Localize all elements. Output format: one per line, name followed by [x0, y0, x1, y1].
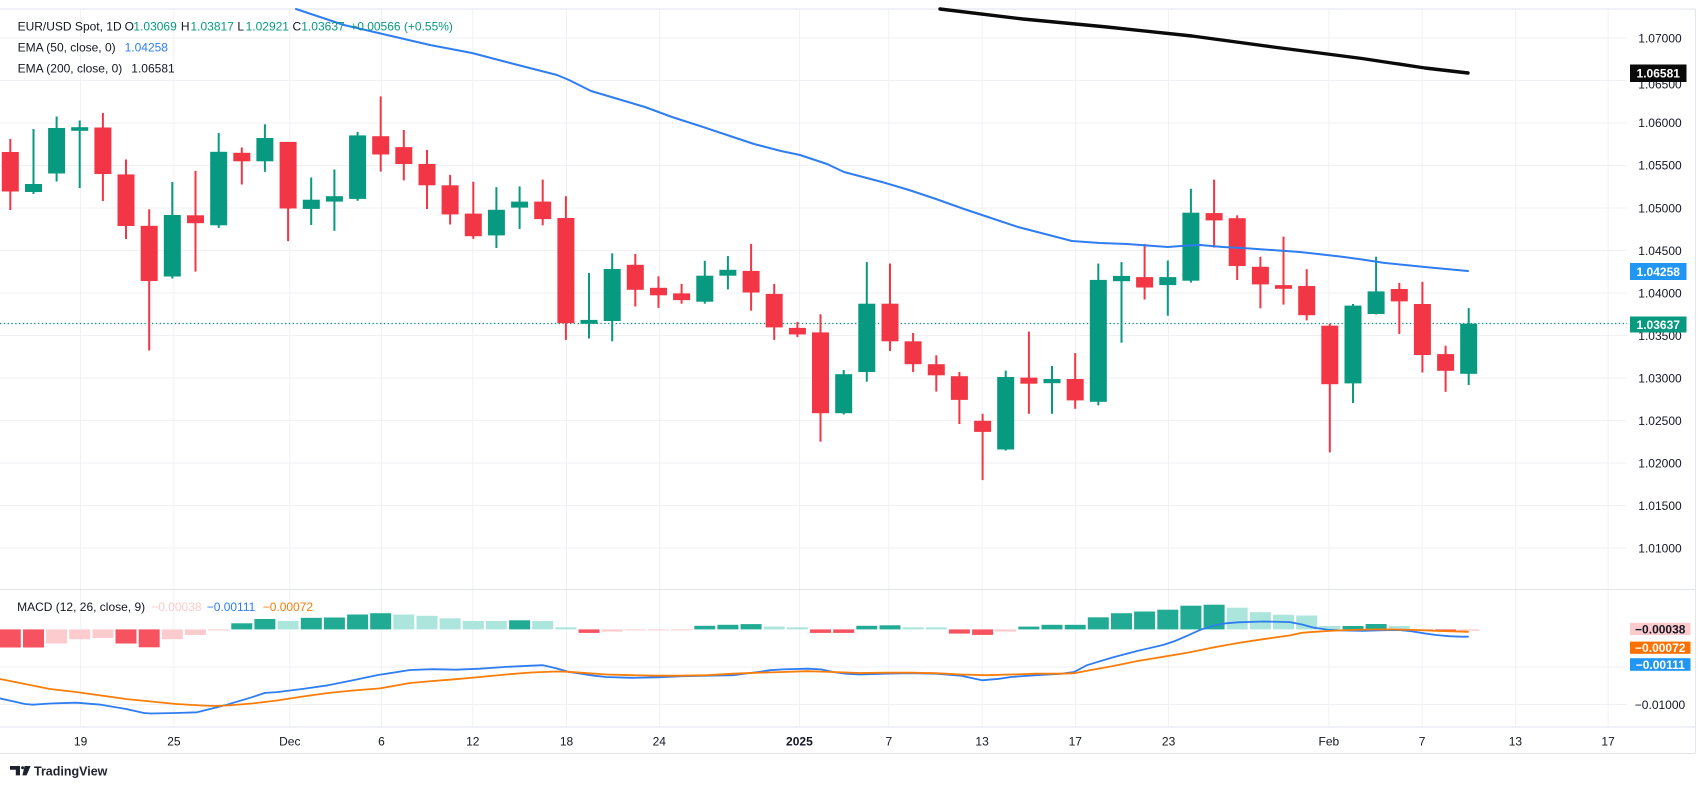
svg-text:H: H	[181, 19, 190, 33]
svg-text:−0.00038: −0.00038	[1635, 622, 1686, 636]
svg-text:TradingView: TradingView	[34, 765, 108, 779]
svg-text:−0.00038: −0.00038	[151, 600, 202, 614]
svg-text:25: 25	[167, 735, 181, 749]
svg-text:1.01500: 1.01500	[1638, 499, 1682, 513]
svg-text:−0.00072: −0.00072	[263, 600, 314, 614]
svg-text:12: 12	[466, 735, 480, 749]
svg-text:1.06581: 1.06581	[1637, 67, 1681, 81]
svg-text:19: 19	[74, 735, 88, 749]
svg-text:1.04000: 1.04000	[1638, 286, 1682, 300]
svg-text:7: 7	[1419, 735, 1426, 749]
svg-text:−0.00072: −0.00072	[1635, 641, 1686, 655]
svg-text:−0.00111: −0.00111	[1636, 658, 1685, 672]
svg-text:1.06581: 1.06581	[131, 61, 175, 75]
svg-text:13: 13	[1509, 735, 1523, 749]
svg-text:13: 13	[975, 735, 989, 749]
svg-text:1.02921: 1.02921	[246, 19, 290, 33]
svg-text:EMA (200, close, 0): EMA (200, close, 0)	[18, 61, 123, 75]
svg-text:24: 24	[653, 735, 667, 749]
svg-text:1.06000: 1.06000	[1638, 116, 1682, 130]
svg-text:Feb: Feb	[1319, 735, 1340, 749]
svg-text:1.02500: 1.02500	[1638, 414, 1682, 428]
svg-text:1.05500: 1.05500	[1638, 158, 1682, 172]
svg-text:1.03637: 1.03637	[301, 19, 345, 33]
svg-text:MACD (12, 26, close, 9): MACD (12, 26, close, 9)	[17, 600, 145, 614]
svg-text:1.01000: 1.01000	[1638, 541, 1682, 555]
svg-text:18: 18	[560, 735, 574, 749]
svg-text:1.05000: 1.05000	[1638, 201, 1682, 215]
svg-text:EUR/USD Spot, 1D: EUR/USD Spot, 1D	[18, 19, 122, 33]
svg-text:−0.00111: −0.00111	[207, 600, 256, 614]
svg-text:L: L	[237, 19, 244, 33]
svg-text:O: O	[125, 19, 134, 33]
svg-text:23: 23	[1162, 735, 1176, 749]
svg-text:EMA (50, close, 0): EMA (50, close, 0)	[18, 40, 116, 54]
svg-text:1.07000: 1.07000	[1638, 31, 1682, 45]
svg-text:Dec: Dec	[279, 735, 300, 749]
svg-text:1.02000: 1.02000	[1638, 456, 1682, 470]
svg-text:1.03817: 1.03817	[191, 19, 235, 33]
svg-text:6: 6	[378, 735, 385, 749]
svg-text:7: 7	[885, 735, 892, 749]
svg-text:17: 17	[1601, 735, 1615, 749]
svg-text:−0.01000: −0.01000	[1635, 698, 1686, 712]
svg-text:1.04258: 1.04258	[125, 40, 169, 54]
svg-text:1.03000: 1.03000	[1638, 371, 1682, 385]
svg-text:C: C	[293, 19, 302, 33]
svg-text:1.04500: 1.04500	[1638, 244, 1682, 258]
svg-text:+0.00566 (+0.55%): +0.00566 (+0.55%)	[350, 19, 453, 33]
svg-text:1.03637: 1.03637	[1637, 318, 1681, 332]
svg-text:1.04258: 1.04258	[1637, 265, 1681, 279]
svg-text:2025: 2025	[786, 735, 813, 749]
svg-text:17: 17	[1069, 735, 1083, 749]
svg-text:1.03069: 1.03069	[133, 19, 177, 33]
